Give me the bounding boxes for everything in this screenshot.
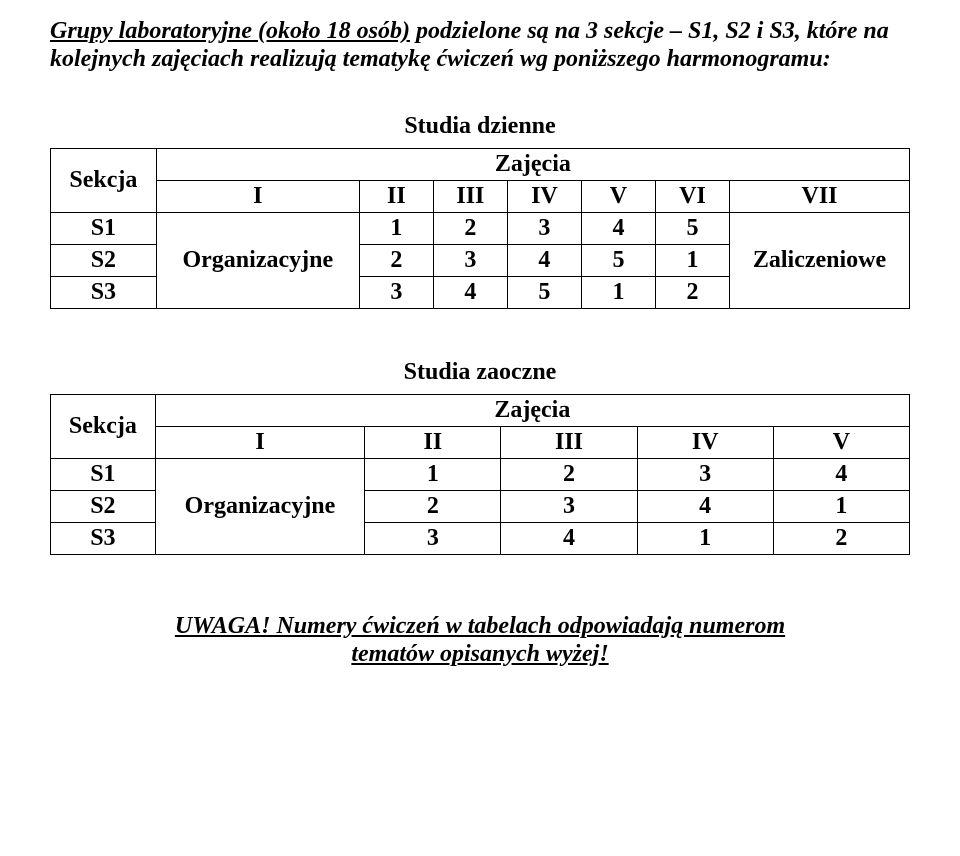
cell: 3 bbox=[637, 459, 773, 491]
cell: 3 bbox=[433, 245, 507, 277]
page: Grupy laboratoryjne (około 18 osób) podz… bbox=[0, 0, 960, 856]
cell: 5 bbox=[655, 213, 729, 245]
col-header: II bbox=[365, 427, 501, 459]
col-header: V bbox=[581, 181, 655, 213]
cell: 3 bbox=[365, 523, 501, 555]
col-header: IV bbox=[637, 427, 773, 459]
col-header: IV bbox=[507, 181, 581, 213]
col-header: II bbox=[359, 181, 433, 213]
cell: 4 bbox=[581, 213, 655, 245]
header-sekcja: Sekcja bbox=[51, 149, 157, 213]
table-row: S1 Organizacyjne 1 2 3 4 5 Zaliczeniowe bbox=[51, 213, 910, 245]
cell: 3 bbox=[359, 277, 433, 309]
header-sekcja: Sekcja bbox=[51, 395, 156, 459]
cell: 1 bbox=[637, 523, 773, 555]
col-header: VII bbox=[730, 181, 910, 213]
col-header: I bbox=[156, 181, 359, 213]
table-dzienne: Sekcja Zajęcia I II III IV V VI VII S1 O… bbox=[50, 148, 910, 309]
cell-organizacyjne: Organizacyjne bbox=[155, 459, 365, 555]
col-header: I bbox=[155, 427, 365, 459]
table-row: I II III IV V VI VII bbox=[51, 181, 910, 213]
cell-sekcja: S1 bbox=[51, 213, 157, 245]
table-row: S1 Organizacyjne 1 2 3 4 bbox=[51, 459, 910, 491]
header-zajecia: Zajęcia bbox=[156, 149, 909, 181]
cell-sekcja: S2 bbox=[51, 245, 157, 277]
cell: 1 bbox=[655, 245, 729, 277]
footer-note: UWAGA! Numery ćwiczeń w tabelach odpowia… bbox=[50, 613, 910, 668]
cell: 2 bbox=[359, 245, 433, 277]
cell: 3 bbox=[501, 491, 637, 523]
table-row: Sekcja Zajęcia bbox=[51, 395, 910, 427]
col-header: VI bbox=[655, 181, 729, 213]
col-header: III bbox=[501, 427, 637, 459]
cell: 5 bbox=[581, 245, 655, 277]
cell: 1 bbox=[359, 213, 433, 245]
cell-sekcja: S3 bbox=[51, 523, 156, 555]
cell: 4 bbox=[433, 277, 507, 309]
cell: 5 bbox=[507, 277, 581, 309]
cell: 2 bbox=[433, 213, 507, 245]
cell-organizacyjne: Organizacyjne bbox=[156, 213, 359, 309]
cell: 1 bbox=[773, 491, 909, 523]
table-row: I II III IV V bbox=[51, 427, 910, 459]
cell-zaliczeniowe: Zaliczeniowe bbox=[730, 213, 910, 309]
cell: 2 bbox=[365, 491, 501, 523]
cell: 4 bbox=[637, 491, 773, 523]
cell: 1 bbox=[365, 459, 501, 491]
cell: 3 bbox=[507, 213, 581, 245]
cell: 1 bbox=[581, 277, 655, 309]
table-zaoczne: Sekcja Zajęcia I II III IV V S1 Organiza… bbox=[50, 394, 910, 555]
cell: 2 bbox=[501, 459, 637, 491]
cell-sekcja: S2 bbox=[51, 491, 156, 523]
col-header: V bbox=[773, 427, 909, 459]
cell: 2 bbox=[655, 277, 729, 309]
col-header: III bbox=[433, 181, 507, 213]
cell: 4 bbox=[773, 459, 909, 491]
cell: 4 bbox=[507, 245, 581, 277]
cell: 4 bbox=[501, 523, 637, 555]
table2-caption: Studia zaoczne bbox=[50, 359, 910, 386]
header-zajecia: Zajęcia bbox=[155, 395, 909, 427]
intro-underlined: Grupy laboratoryjne (około 18 osób) bbox=[50, 18, 410, 44]
footer-line2: tematów opisanych wyżej! bbox=[351, 641, 608, 667]
table1-caption: Studia dzienne bbox=[50, 113, 910, 140]
cell-sekcja: S3 bbox=[51, 277, 157, 309]
footer-line1: UWAGA! Numery ćwiczeń w tabelach odpowia… bbox=[175, 613, 785, 639]
intro-paragraph: Grupy laboratoryjne (około 18 osób) podz… bbox=[50, 18, 910, 73]
cell: 2 bbox=[773, 523, 909, 555]
table-row: Sekcja Zajęcia bbox=[51, 149, 910, 181]
cell-sekcja: S1 bbox=[51, 459, 156, 491]
